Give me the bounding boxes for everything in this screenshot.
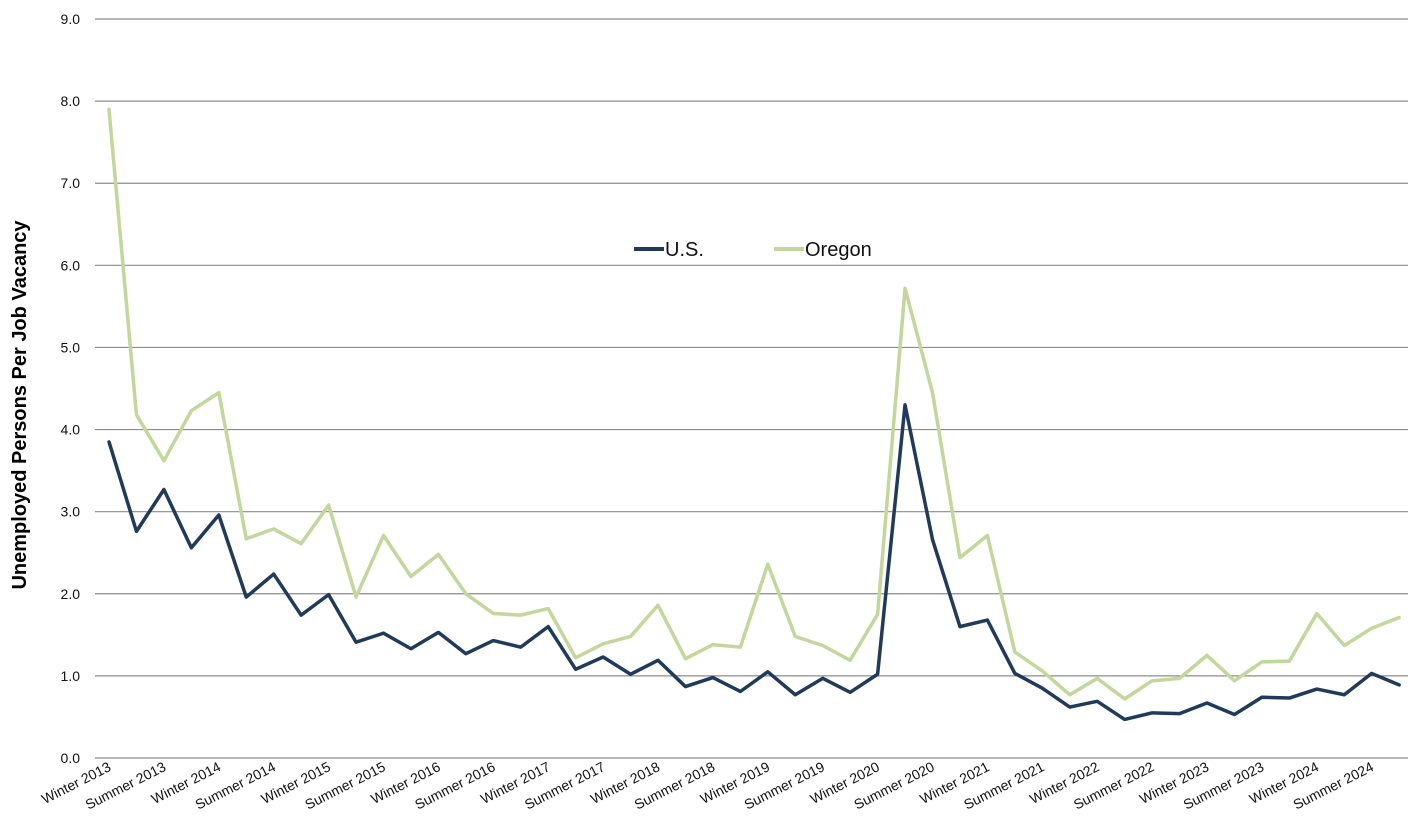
y-tick-label: 0.0 <box>61 750 81 766</box>
y-tick-label: 9.0 <box>61 11 81 27</box>
legend-label-oregon: Oregon <box>805 239 872 261</box>
y-tick-label: 3.0 <box>61 504 81 520</box>
legend-label-us: U.S. <box>665 239 704 261</box>
y-tick-labels: 0.0 1.0 2.0 3.0 4.0 5.0 6.0 7.0 8.0 9.0 <box>61 11 81 766</box>
y-tick-label: 6.0 <box>61 257 81 273</box>
y-tick-label: 7.0 <box>61 175 81 191</box>
series-lines <box>107 107 1401 722</box>
y-tick-label: 2.0 <box>61 586 81 602</box>
y-tick-label: 1.0 <box>61 668 81 684</box>
gridlines <box>95 18 1408 759</box>
series-line-us <box>107 403 1401 722</box>
legend: U.S. Oregon <box>634 239 872 261</box>
series-line-oregon <box>107 107 1401 701</box>
y-tick-label: 5.0 <box>61 339 81 355</box>
y-tick-label: 8.0 <box>61 93 81 109</box>
y-tick-label: 4.0 <box>61 422 81 438</box>
y-axis-title: Unemployed Persons Per Job Vacancy <box>9 220 31 590</box>
